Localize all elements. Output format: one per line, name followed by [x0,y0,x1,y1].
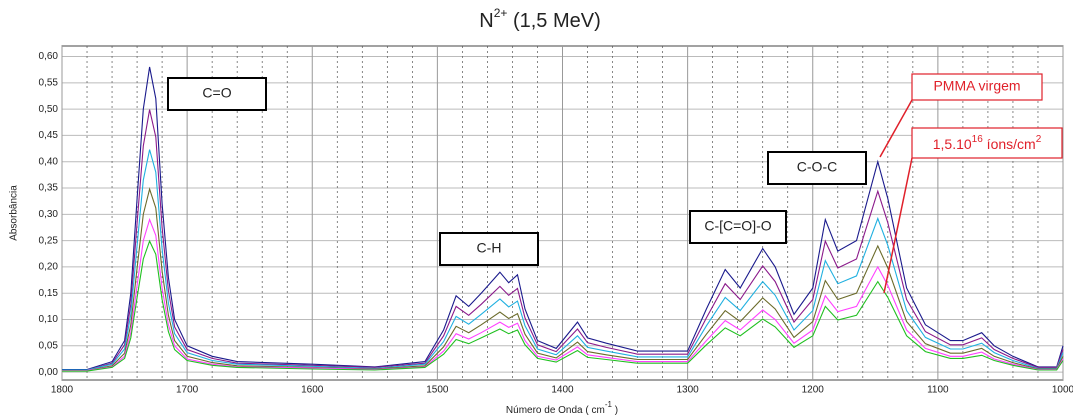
annotation-label: C-O-C [797,159,837,175]
y-tick-label: 0,45 [39,130,59,141]
x-tick-label: 1200 [802,385,825,396]
y-tick-label: 0,25 [39,235,59,246]
y-tick-label: 0,50 [39,104,59,115]
annotation-box [911,127,1063,159]
x-tick-label: 1100 [927,385,949,396]
y-tick-label: 0,55 [39,77,59,88]
annotation-part: 2 [1036,134,1042,145]
annotation-label: C=O [202,85,231,101]
annotation-box [439,232,539,266]
title-rest: (1,5 MeV) [507,10,600,32]
x-axis-label: Número de Onda ( cm-1 ) [506,400,618,416]
annotation-label: PMMA virgem [933,78,1020,94]
annotation-pointer [883,157,913,294]
y-axis-label: Absorbância [9,185,20,241]
xlabel-sup: -1 [605,400,613,409]
annotation-box [911,73,1043,101]
annotation-part: 16 [972,134,984,145]
annotation-label: C-H [477,240,502,256]
spectrum-line [62,149,1064,371]
x-tick-label: 1600 [301,385,324,396]
spectrum-line [62,239,1064,372]
annotation-part: íons/cm [983,136,1036,152]
spectrum-line [62,187,1064,372]
title-base: N [479,10,493,32]
x-tick-label: 1400 [551,385,574,396]
y-tick-label: 0,15 [39,288,59,299]
chart-title: N2+ (1,5 MeV) [479,6,601,32]
y-tick-label: 0,30 [39,209,59,220]
y-tick-label: 0,20 [39,262,59,273]
annotation-box [689,210,787,244]
spectrum-line [62,217,1064,372]
x-tick-label: 1300 [677,385,700,396]
annotation-part: 1,5.10 [933,136,972,152]
spectrum-line [62,109,1064,371]
annotation-pointer [879,99,913,158]
x-tick-label: 1500 [426,385,449,396]
annotation-label: C-[C=O]-O [704,218,771,234]
y-tick-label: 0,00 [39,367,59,378]
x-tick-label: 1700 [176,385,199,396]
y-tick-label: 0,60 [39,51,59,62]
y-tick-label: 0,10 [39,314,59,325]
title-sup: 2+ [494,6,508,20]
annotation-box [167,77,267,111]
xlabel-rest: ) [612,405,618,416]
spectrum-line [62,66,1064,371]
y-tick-label: 0,40 [39,156,59,167]
xlabel-base: Número de Onda ( cm [506,405,605,416]
annotation-label: 1,5.1016 íons/cm2 [933,134,1042,152]
series-group [62,66,1064,372]
y-tick-label: 0,05 [39,340,59,351]
x-tick-label: 1800 [51,385,74,396]
y-tick-label: 0,35 [39,183,59,194]
annotation-box [767,151,867,185]
x-tick-label: 1000 [1052,385,1073,396]
